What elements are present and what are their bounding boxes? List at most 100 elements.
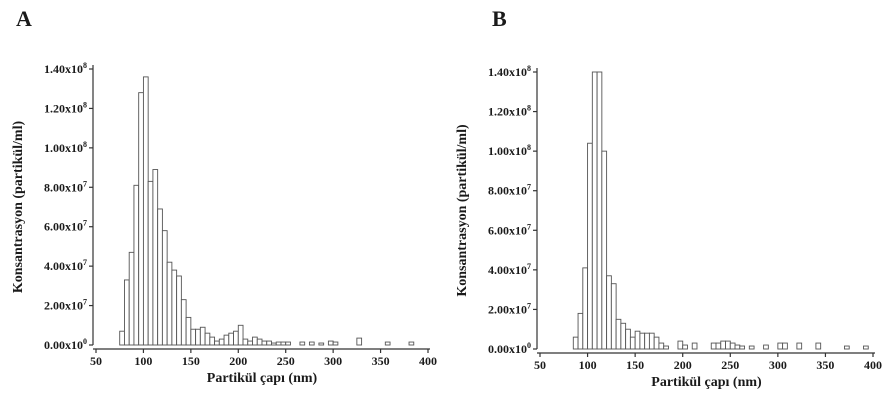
histogram-bar (256, 338, 263, 346)
histogram-bar (763, 344, 769, 350)
histogram-bar (782, 342, 788, 350)
histogram-bar (261, 340, 268, 346)
histogram-bar (223, 334, 230, 346)
y-tick-label: 1.20x108 (44, 100, 87, 115)
y-tick-label: 4.00x107 (44, 258, 87, 273)
x-tick-label: 100 (134, 354, 152, 368)
histogram-bar (710, 342, 717, 350)
x-tick-label: 250 (721, 358, 739, 372)
histogram-bar (356, 337, 363, 346)
histogram-bar (639, 332, 646, 350)
histogram-bar (185, 316, 192, 346)
chart-panel-b: B 50 100 150 200 250 300 350 400 0.00x100 2.00x10… (440, 0, 888, 397)
histogram-bar (157, 208, 163, 346)
y-tick-label: 0.00x100 (488, 341, 531, 356)
histogram-bar (587, 142, 593, 350)
histogram-bar (280, 341, 287, 346)
histogram-bar (682, 344, 688, 350)
x-tick-label: 150 (182, 354, 200, 368)
histogram-bar (596, 71, 603, 350)
histogram-bar (715, 342, 722, 350)
histogram-bar (214, 340, 220, 346)
x-tick-label: 150 (626, 358, 644, 372)
x-tick-label: 400 (419, 354, 437, 368)
x-tick-label: 350 (372, 354, 390, 368)
histogram-bar (739, 345, 746, 350)
histogram-bar (582, 267, 589, 350)
histogram-bar (209, 336, 216, 346)
histogram-bar (601, 150, 608, 350)
histogram-bar (748, 345, 755, 350)
histogram-bar (275, 341, 282, 346)
histogram-bar (171, 269, 178, 346)
histogram-bar (615, 318, 622, 350)
histogram-bar (147, 180, 154, 346)
histogram-bar (195, 328, 201, 346)
x-tick-label: 400 (864, 358, 882, 372)
histogram-bar (577, 312, 584, 350)
histogram-bar (142, 76, 149, 346)
histogram-bar (228, 332, 234, 346)
y-tick-label: 8.00x107 (44, 179, 87, 194)
histogram-bar (332, 341, 339, 346)
histogram-bar (124, 279, 130, 346)
y-tick-label: 1.20x108 (488, 104, 531, 119)
histogram-bar (318, 342, 325, 346)
y-tick-label: 1.00x108 (488, 143, 531, 158)
histogram-bar (128, 251, 135, 346)
histogram-bar (734, 344, 741, 350)
histogram-bar (796, 342, 803, 350)
histogram-bar (176, 275, 182, 346)
x-axis-title: Partikül çapı (nm) (651, 375, 762, 390)
y-tick-label: 1.40x108 (488, 64, 531, 79)
histogram-bar (180, 299, 187, 346)
histogram-bar (677, 340, 684, 350)
histogram-bar (218, 338, 225, 346)
histogram-bar (591, 71, 598, 350)
bars-b (572, 71, 869, 350)
y-axis-title: Konsantrasyon (partikül/ml) (11, 121, 26, 294)
histogram-bar (161, 230, 168, 346)
y-tick-label: 1.40x108 (44, 61, 87, 76)
histogram-bar (199, 326, 206, 346)
panel-label-b: B (492, 6, 507, 31)
histogram-bar (237, 324, 244, 346)
histogram-bar (271, 342, 277, 346)
histogram-bar (119, 330, 125, 346)
histogram-bar (133, 184, 140, 346)
histogram-bar (658, 342, 665, 350)
histogram-bar (610, 283, 617, 350)
histogram-bar (190, 328, 197, 346)
histogram-bar (233, 330, 239, 346)
histogram-bar (620, 322, 627, 350)
y-tick-label: 0.00x100 (44, 337, 87, 352)
histogram-bar (863, 345, 869, 350)
y-tick-label: 8.00x107 (488, 183, 531, 198)
x-tick-label: 300 (324, 354, 342, 368)
histogram-bar (572, 336, 579, 350)
histogram-bar (384, 341, 391, 346)
histogram-bar (634, 330, 641, 350)
y-tick-label: 6.00x107 (488, 222, 531, 237)
histogram-bar (777, 342, 784, 350)
x-tick-label: 50 (90, 354, 102, 368)
histogram-bar (815, 342, 822, 350)
histogram-bar (308, 341, 315, 346)
histogram-bar (285, 341, 291, 346)
x-tick-label: 200 (229, 354, 247, 368)
histogram-bar (729, 342, 736, 350)
x-tick-label: 250 (277, 354, 295, 368)
histogram-bar (606, 275, 612, 350)
histogram-bar (663, 345, 669, 350)
x-tick-label: 100 (579, 358, 597, 372)
histogram-bar (204, 332, 211, 346)
histogram-bar (844, 345, 850, 350)
x-tick-label: 350 (816, 358, 834, 372)
chart-panel-a: A 50 100 150 200 250 300 350 400 0.00x100 2.00x10… (0, 0, 440, 397)
histogram-bar (266, 340, 272, 346)
histogram-bar (725, 340, 731, 350)
histogram-bar (720, 340, 726, 350)
histogram-bar (138, 92, 144, 346)
histogram-bar (299, 341, 306, 346)
bars-a (119, 76, 415, 346)
